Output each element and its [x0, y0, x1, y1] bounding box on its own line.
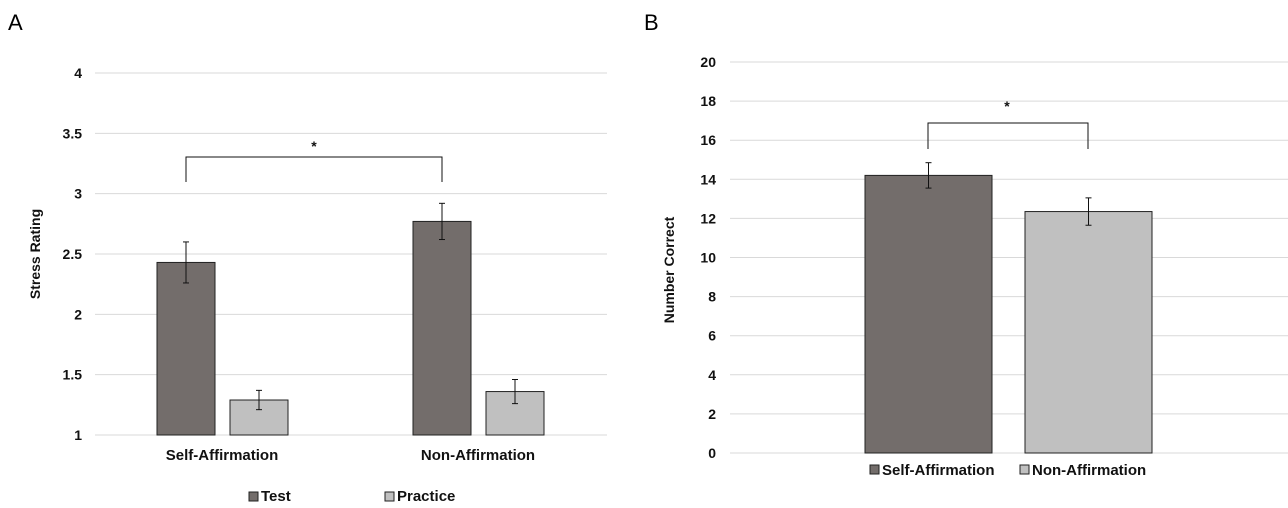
panel-b-y-tick-label: 14 [700, 171, 716, 187]
panel-b-y-tick-label: 18 [700, 93, 716, 109]
panel-b-legend: Self-Affirmation Non-Affirmation [869, 462, 1146, 479]
panel-b-chart: B 0 2 4 6 8 10 12 14 16 18 20 Number Correct * Sel… [644, 10, 1288, 479]
panel-b-y-tick-label: 6 [708, 328, 716, 344]
panel-a-significance-star: * [311, 138, 317, 154]
panel-b-bar [1024, 211, 1153, 454]
panel-a-y-tick-label: 2 [74, 306, 82, 322]
panel-a-bar [156, 261, 216, 436]
panel-b-y-tick-label: 10 [700, 250, 716, 266]
panel-a-legend-label: Practice [397, 488, 455, 505]
panel-b-legend-label: Non-Affirmation [1032, 462, 1146, 479]
panel-b-y-tick-label: 12 [700, 210, 716, 226]
panel-a-chart: A 1 1.5 2 2.5 3 3.5 4 Stress Rating Self-Affir… [8, 10, 607, 505]
panel-b-bar [864, 174, 993, 454]
panel-a-y-tick-label: 1.5 [63, 367, 83, 383]
panel-b-letter: B [644, 10, 659, 35]
panel-b-y-axis-title: Number Correct [661, 216, 677, 323]
panel-b-y-tick-label: 8 [708, 289, 716, 305]
panel-b-significance-star: * [1004, 98, 1010, 114]
panel-a-legend-label: Test [261, 488, 291, 505]
panel-a-category-label: Self-Affirmation [166, 447, 279, 464]
panel-a-y-tick-label: 4 [74, 65, 82, 81]
panel-a-y-tick-label: 3 [74, 186, 82, 202]
panel-a-y-axis-title: Stress Rating [27, 209, 43, 299]
panel-a-significance-bracket [185, 156, 443, 182]
panel-a-letter: A [8, 10, 23, 35]
panel-a-legend: Test Practice [248, 488, 455, 505]
panel-b-legend-swatch [869, 464, 880, 475]
panel-b-y-tick-label: 16 [700, 132, 716, 148]
panel-b-y-tick-label: 2 [708, 406, 716, 422]
panel-a-category-label: Non-Affirmation [421, 447, 535, 464]
panel-b-y-tick-label: 20 [700, 54, 716, 70]
panel-a-bar [412, 220, 472, 436]
panel-a-legend-swatch [384, 491, 395, 502]
panel-b-y-tick-label: 4 [708, 367, 716, 383]
panel-a-y-tick-label: 3.5 [63, 125, 83, 141]
panel-a-legend-swatch [248, 491, 259, 502]
panel-b-legend-swatch [1019, 464, 1030, 475]
panel-b-y-tick-label: 0 [708, 445, 716, 461]
panel-b-significance-bracket [927, 122, 1089, 149]
panel-a-y-tick-label: 2.5 [63, 246, 83, 262]
panel-b-legend-label: Self-Affirmation [882, 462, 995, 479]
panel-a-y-tick-label: 1 [74, 427, 82, 443]
